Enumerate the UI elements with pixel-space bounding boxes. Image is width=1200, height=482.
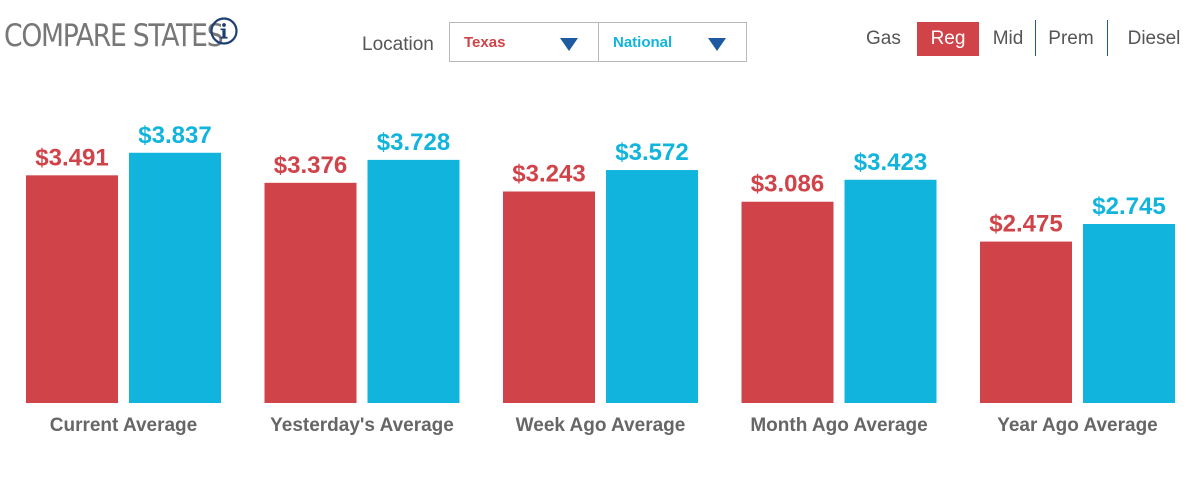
category-label-2: Week Ago Average xyxy=(516,415,686,436)
grade-mid-button[interactable]: Mid xyxy=(992,28,1024,49)
data-label-national-1: $3.728 xyxy=(377,129,450,156)
data-label-state-2: $3.243 xyxy=(512,161,585,188)
bar-national-2 xyxy=(606,170,698,403)
category-label-3: Month Ago Average xyxy=(750,415,927,436)
state-select[interactable]: Texas xyxy=(449,22,599,62)
grade-divider xyxy=(1035,20,1036,56)
info-icon[interactable] xyxy=(209,16,239,46)
data-label-national-0: $3.837 xyxy=(138,122,211,149)
bar-state-0 xyxy=(26,175,118,403)
bar-national-0 xyxy=(129,152,221,403)
data-label-national-3: $3.423 xyxy=(854,149,927,176)
data-label-state-1: $3.376 xyxy=(274,152,347,179)
grade-divider xyxy=(1107,20,1108,56)
data-label-state-4: $2.475 xyxy=(989,211,1062,238)
bar-national-1 xyxy=(367,159,460,403)
page-title: COMPARE STATES xyxy=(4,18,224,54)
bar-state-3 xyxy=(741,201,834,403)
category-label-0: Current Average xyxy=(50,415,197,436)
bar-state-4 xyxy=(980,241,1072,403)
chevron-down-icon xyxy=(708,38,726,51)
bar-state-2 xyxy=(503,191,595,403)
data-label-national-4: $2.745 xyxy=(1092,193,1165,220)
bar-state-1 xyxy=(264,182,357,403)
state-select-value: Texas xyxy=(464,34,506,51)
bar-national-3 xyxy=(844,179,937,403)
data-label-state-3: $3.086 xyxy=(751,171,824,198)
grade-prem-button[interactable]: Prem xyxy=(1048,28,1094,49)
chevron-down-icon xyxy=(560,38,578,51)
grade-diesel-button[interactable]: Diesel xyxy=(1127,28,1181,49)
national-select-value: National xyxy=(613,34,673,51)
bar-national-4 xyxy=(1083,223,1175,403)
national-select[interactable]: National xyxy=(598,22,747,62)
location-label: Location xyxy=(362,34,434,55)
category-label-1: Yesterday's Average xyxy=(270,415,454,436)
grade-reg-button[interactable]: Reg xyxy=(917,22,979,56)
data-label-state-0: $3.491 xyxy=(35,144,108,171)
data-label-national-2: $3.572 xyxy=(615,139,688,166)
category-label-4: Year Ago Average xyxy=(997,415,1158,436)
gas-label: Gas xyxy=(866,28,901,49)
